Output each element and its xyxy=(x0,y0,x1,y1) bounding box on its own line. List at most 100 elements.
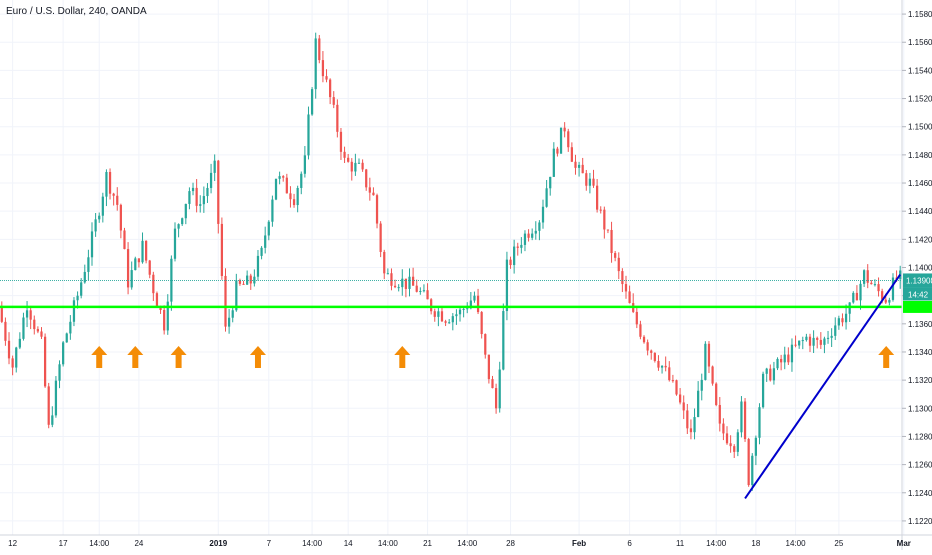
candles xyxy=(0,32,902,491)
candle-body xyxy=(884,299,887,303)
candle-body xyxy=(812,337,815,346)
candle-body xyxy=(51,415,54,425)
time-tick-label: 14:00 xyxy=(302,539,323,548)
candle-body xyxy=(462,308,465,310)
candle-body xyxy=(141,240,144,263)
candle-body xyxy=(473,295,476,301)
candle-body xyxy=(325,76,328,80)
candle-body xyxy=(498,369,501,409)
candle-body xyxy=(776,358,779,369)
time-axis[interactable]: 12 17 14:00 24 2019 7 14:00 14 14:00 21 14:00 28 Feb… xyxy=(0,534,932,548)
candle-body xyxy=(173,228,177,259)
candle-body xyxy=(704,343,707,380)
candle-body xyxy=(188,191,191,204)
candle-body xyxy=(722,423,725,434)
time-tick-label: 18 xyxy=(751,539,760,548)
price-tick-label: 1.14800 xyxy=(908,151,932,160)
candle-body xyxy=(184,203,187,219)
countdown-badge xyxy=(903,287,932,301)
candle-body xyxy=(873,284,877,286)
candle-body xyxy=(365,169,368,188)
candle-body xyxy=(639,324,642,337)
candle-body xyxy=(502,311,505,370)
candle-body xyxy=(4,321,7,341)
candle-body xyxy=(94,219,97,232)
candle-body xyxy=(534,230,537,234)
up-arrow-annotation xyxy=(394,346,411,368)
time-tick-label: 2019 xyxy=(209,539,227,548)
candle-body xyxy=(646,342,649,351)
candle-body xyxy=(314,38,317,90)
candle-body xyxy=(549,176,552,189)
candle-body xyxy=(509,259,512,266)
candle-body xyxy=(159,306,162,310)
candle-body xyxy=(556,148,559,154)
time-tick-label: 28 xyxy=(506,539,515,548)
candle-body xyxy=(321,60,325,77)
candle-body xyxy=(440,311,444,322)
candle-body xyxy=(220,223,224,276)
candle-body xyxy=(112,193,115,196)
candle-body xyxy=(693,417,696,433)
candle-body xyxy=(137,258,141,263)
candle-body xyxy=(419,290,422,292)
candle-body xyxy=(108,171,112,194)
candle-body xyxy=(458,309,462,315)
candle-body xyxy=(668,367,671,381)
candle-body xyxy=(855,292,859,301)
candle-body xyxy=(700,379,703,391)
candle-body xyxy=(678,394,682,403)
candle-body xyxy=(148,260,151,275)
price-tick-label: 1.15600 xyxy=(908,38,932,47)
candle-body xyxy=(664,365,667,368)
candle-body xyxy=(751,455,754,486)
candle-body xyxy=(368,187,371,193)
candle-body xyxy=(25,310,29,318)
price-axis[interactable]: 1.15800 1.15600 1.15400 1.15200 1.15000 1.148… xyxy=(901,0,932,550)
candle-body xyxy=(715,383,718,405)
chart-title: Euro / U.S. Dollar, 240, OANDA xyxy=(6,6,147,17)
candle-body xyxy=(72,300,76,322)
price-tick-label: 1.14000 xyxy=(908,264,932,273)
price-tick-label: 1.14400 xyxy=(908,207,932,216)
candle-body xyxy=(769,368,772,381)
candle-body xyxy=(264,235,267,248)
candle-body xyxy=(163,309,166,331)
candle-body xyxy=(862,270,866,284)
candle-body xyxy=(837,318,840,326)
candle-body xyxy=(274,178,278,200)
candle-body xyxy=(83,271,86,283)
candle-body xyxy=(448,322,451,324)
time-tick-label: 14 xyxy=(344,539,353,548)
candle-body xyxy=(736,432,739,452)
candle-body xyxy=(628,291,631,304)
candle-body xyxy=(765,368,768,374)
candle-body xyxy=(697,390,700,418)
candle-body xyxy=(545,188,548,207)
candle-body xyxy=(866,270,869,283)
candle-body xyxy=(267,221,270,236)
time-tick-label: 24 xyxy=(134,539,143,548)
time-tick-label: 25 xyxy=(834,539,843,548)
candle-body xyxy=(69,321,72,334)
candle-body xyxy=(145,240,148,261)
candle-body xyxy=(844,313,848,323)
price-tick-label: 1.13600 xyxy=(908,320,932,329)
candle-body xyxy=(296,187,299,206)
candle-body xyxy=(614,253,617,258)
candle-body xyxy=(422,290,426,292)
time-tick-label: 12 xyxy=(8,539,17,548)
candle-body xyxy=(54,380,58,416)
candle-body xyxy=(826,337,830,339)
candle-body xyxy=(617,257,620,272)
candle-body xyxy=(397,287,400,289)
time-tick-label: 14:00 xyxy=(89,539,110,548)
candle-body xyxy=(494,388,498,409)
candle-body xyxy=(819,339,822,345)
price-tick-label: 1.12200 xyxy=(908,517,932,526)
price-tick-label: 1.15200 xyxy=(908,95,932,104)
candle-body xyxy=(798,340,801,346)
price-tick-label: 1.13400 xyxy=(908,348,932,357)
